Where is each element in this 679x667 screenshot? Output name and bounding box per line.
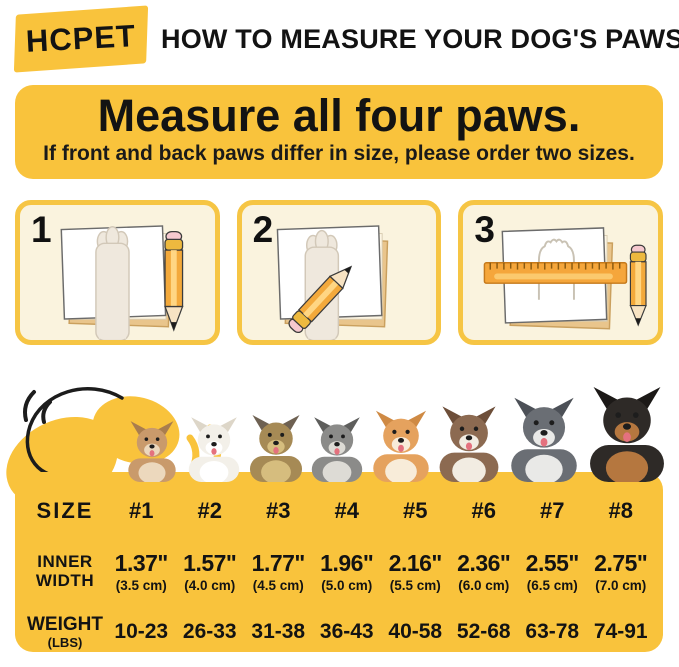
size-value-3: #3 (266, 498, 291, 523)
dog-photo-yorkshire-terrier (249, 415, 302, 482)
header: HCPET HOW TO MEASURE YOUR DOG'S PAWS (13, 5, 679, 73)
instruction-steps: 1 (15, 200, 664, 345)
inner-width-cm-3: (4.5 cm) (252, 577, 304, 593)
step-1-number: 1 (31, 209, 52, 250)
weight-value-8: 74-91 (593, 620, 648, 643)
weight-value-4: 36-43 (319, 620, 374, 643)
inner-width-label-line2: WIDTH (35, 571, 95, 590)
size-value-5: #5 (403, 498, 428, 523)
step-1-box: 1 (15, 200, 220, 345)
step-2-number: 2 (252, 209, 274, 250)
inner-width-label-line1: INNER (37, 552, 93, 571)
weight-row: WEIGHT (LBS) 10-23 26-33 31-38 36-43 40-58 52… (23, 606, 655, 658)
inner-width-row: INNER WIDTH 1.37" (3.5 cm) 1.57" (4.0 cm) 1.… (23, 540, 655, 602)
paw-on-paper-icon (60, 225, 184, 340)
step-3-box: 3 (458, 200, 664, 345)
size-value-4: #4 (334, 498, 359, 523)
weight-value-7: 63-78 (525, 620, 580, 643)
inner-width-inches-1: 1.37" (114, 549, 169, 576)
size-row-label: SIZE (36, 498, 94, 523)
step-3-number: 3 (474, 209, 495, 250)
weight-value-6: 52-68 (456, 620, 511, 643)
inner-width-value-5: 2.16" (5.5 cm) (381, 550, 450, 593)
brand-logo-text: HCPET (25, 18, 137, 59)
banner-title: Measure all four paws. (97, 90, 581, 141)
inner-width-inches-5: 2.16" (388, 549, 443, 576)
dog-photo-siberian-husky (510, 397, 577, 482)
inner-width-inches-7: 2.55" (525, 549, 580, 576)
inner-width-cm-6: (6.0 cm) (458, 577, 510, 593)
weight-label: WEIGHT (27, 613, 103, 635)
step-2-illustration (242, 205, 437, 340)
size-value-8: #8 (608, 498, 633, 523)
step-2-box: 2 (236, 200, 442, 345)
size-row: SIZE #1 #2 #3 #4 #5 #6 #7 #8 (23, 488, 655, 534)
weight-row-label: WEIGHT (LBS) (23, 613, 107, 650)
size-value-1: #1 (129, 498, 154, 523)
measure-banner: Measure all four paws. If front and back… (15, 85, 663, 179)
inner-width-inches-8: 2.75" (594, 549, 648, 576)
inner-width-cm-5: (5.5 cm) (389, 577, 441, 593)
dog-photo-shiba-inu (372, 410, 429, 482)
inner-width-cm-7: (6.5 cm) (526, 577, 578, 593)
size-value-6: #6 (471, 498, 496, 523)
weight-value-1: 10-23 (114, 620, 169, 643)
dog-photo-miniature-schnauzer (312, 417, 363, 482)
inner-width-inches-2: 1.57" (183, 549, 237, 576)
inner-width-value-3: 1.77" (4.5 cm) (244, 550, 313, 593)
dog-photo-chihuahua (128, 421, 176, 482)
inner-width-cm-8: (7.0 cm) (595, 577, 647, 593)
step-3-illustration (463, 205, 658, 340)
dog-photo-australian-shepherd (439, 406, 499, 482)
page-title: HOW TO MEASURE YOUR DOG'S PAWS (161, 23, 679, 54)
inner-width-value-4: 1.96" (5.0 cm) (313, 550, 382, 593)
inner-width-cm-2: (4.0 cm) (184, 577, 236, 593)
inner-width-cm-4: (5.0 cm) (321, 577, 373, 593)
inner-width-inches-6: 2.36" (457, 549, 511, 576)
inner-width-cm-1: (3.5 cm) (115, 577, 167, 593)
dog-photo-bichon-frise (189, 417, 240, 482)
step-1-illustration (20, 205, 215, 340)
size-chart: SIZE #1 #2 #3 #4 #5 #6 #7 #8 INNER WIDTH 1.37"(… (15, 472, 663, 652)
weight-value-2: 26-33 (182, 620, 237, 643)
banner-subtitle: If front and back paws differ in size, p… (43, 142, 635, 165)
inner-width-value-8: 2.75" (7.0 cm) (587, 550, 656, 593)
brand-logo: HCPET (13, 5, 149, 73)
dog-photo-rottweiler (589, 386, 664, 482)
dog-lineup (120, 370, 671, 482)
pencil-tracing-paw-icon (276, 225, 388, 340)
size-value-7: #7 (540, 498, 565, 523)
weight-sublabel: (LBS) (47, 634, 83, 650)
ruler-measuring-icon (484, 227, 648, 330)
size-value-2: #2 (197, 498, 222, 523)
inner-width-inches-3: 1.77" (251, 549, 306, 576)
inner-width-value-6: 2.36" (6.0 cm) (450, 550, 519, 593)
inner-width-value-1: 1.37" (3.5 cm) (107, 550, 176, 593)
inner-width-inches-4: 1.96" (320, 549, 374, 576)
weight-value-5: 40-58 (388, 620, 443, 643)
weight-value-3: 31-38 (251, 620, 306, 643)
inner-width-row-label: INNER WIDTH (23, 552, 107, 590)
inner-width-value-2: 1.57" (4.0 cm) (176, 550, 245, 593)
inner-width-value-7: 2.55" (6.5 cm) (518, 550, 587, 593)
